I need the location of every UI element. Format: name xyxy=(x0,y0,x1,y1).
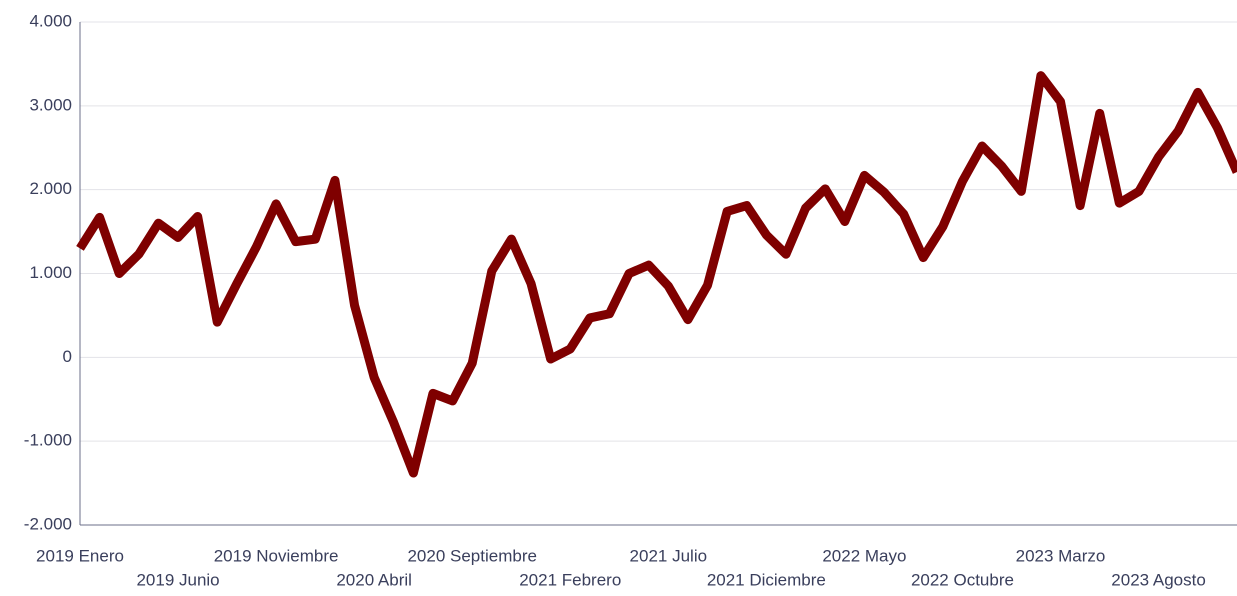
x-tick-label: 2023 Agosto xyxy=(1111,570,1206,589)
x-tick-label: 2019 Junio xyxy=(136,570,219,589)
x-tick-label: 2019 Noviembre xyxy=(214,546,339,565)
x-tick-label: 2019 Enero xyxy=(36,546,124,565)
x-tick-label: 2021 Febrero xyxy=(519,570,621,589)
x-tick-label: 2021 Diciembre xyxy=(707,570,826,589)
y-tick-label: 2.000 xyxy=(29,179,72,198)
x-tick-label: 2022 Mayo xyxy=(822,546,906,565)
y-tick-label: 1.000 xyxy=(29,263,72,282)
x-tick-label: 2020 Abril xyxy=(336,570,412,589)
y-tick-label: -1.000 xyxy=(24,431,72,450)
y-tick-label: 3.000 xyxy=(29,95,72,114)
line-series xyxy=(76,71,1237,478)
x-tick-label: 2020 Septiembre xyxy=(407,546,536,565)
x-tick-label: 2023 Marzo xyxy=(1016,546,1106,565)
x-tick-label: 2022 Octubre xyxy=(911,570,1014,589)
x-tick-label: 2021 Julio xyxy=(630,546,708,565)
y-tick-label: 0 xyxy=(63,347,72,366)
y-tick-label: 4.000 xyxy=(29,11,72,30)
y-tick-label: -2.000 xyxy=(24,514,72,533)
